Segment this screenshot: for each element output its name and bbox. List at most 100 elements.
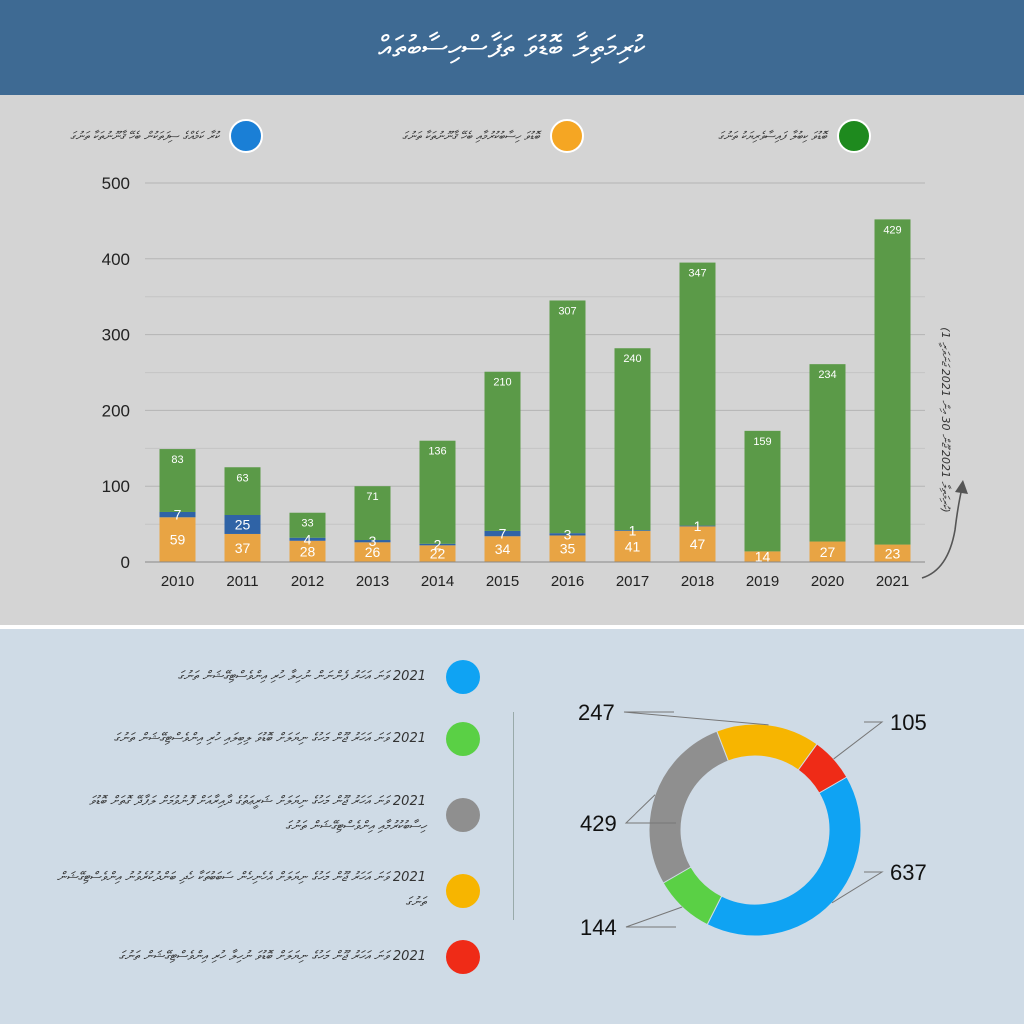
donut-legend-text: 2021 ވަނަ އަހަރު ޖޫން މަހުގެ ނިޔަލަށް ޝަ… (89, 794, 426, 834)
slice-value-label: 637 (890, 860, 927, 885)
page-title: ކުރިމަތިލާ ބޮޑުވަ ތަފާސްހިސާބުތައް (378, 30, 646, 65)
x-tick-label: 2011 (226, 573, 258, 590)
donut-chart: 637 144 429 247 105 (578, 700, 927, 940)
bar-segment (354, 486, 391, 541)
bar-value-label: 210 (493, 377, 511, 389)
donut-legend-item: 2021 ވަނަ އަހަރު ޖޫން މަހުގެ ނިޔަލަށް އެ… (40, 866, 480, 915)
slice-value-label: 105 (890, 710, 927, 735)
x-tick-label: 2021 (876, 573, 909, 590)
bar-segment (354, 542, 391, 562)
bar-segment (484, 530, 521, 537)
x-tick-label: 2010 (161, 573, 194, 590)
curved-arrow-icon (921, 487, 963, 579)
y-tick-label: 400 (102, 250, 130, 269)
bar-value-label: 3 (369, 533, 377, 549)
bar-value-label: 22 (430, 546, 446, 562)
bar-value-label: 59 (170, 532, 186, 548)
bar-value-label: 26 (365, 544, 381, 560)
bar-segment (874, 544, 911, 562)
bar-value-label: 234 (818, 369, 836, 381)
bar-segment (224, 533, 261, 562)
bar-value-label: 47 (690, 536, 706, 552)
legend-label: ބޮޑުވަ ކިބުލާ ފައިސާވެރިޔަކު ތަނުގަ (718, 128, 827, 143)
bar-segment (159, 517, 196, 562)
leader-line (624, 794, 676, 824)
legend-dot-icon (446, 797, 480, 832)
x-tick-label: 2020 (811, 573, 844, 590)
legend-item-green: ބޮޑުވަ ކިބުލާ ފައިސާވެރިޔަކު ތަނުގަ (718, 116, 871, 156)
bar-value-label: 63 (236, 472, 248, 484)
bar-value-label: 83 (171, 454, 183, 466)
bar-value-label: 41 (625, 538, 641, 554)
bar-segment (744, 551, 781, 562)
bar-segment (679, 525, 716, 527)
arrow-head-icon (955, 480, 968, 494)
bar-value-label: 35 (560, 541, 576, 557)
stacked-bar-chart: 5978337256328433263712221363472103533074… (102, 174, 968, 590)
bar-value-label: 2 (434, 537, 442, 553)
bar-segment (679, 262, 716, 526)
slice-value-label: 144 (580, 915, 617, 940)
donut-slice (648, 730, 729, 884)
bar-segment (419, 543, 456, 546)
x-tick-label: 2014 (421, 573, 454, 590)
x-tick-label: 2015 (486, 573, 519, 590)
legend-label: ކުރާ ކަމެއްގެ ސިފަތަކުން ބެހޭ ޤާނޫނުތަކާ… (70, 128, 220, 143)
bar-segment (679, 526, 716, 562)
y-tick-label: 500 (102, 174, 130, 193)
legend-dot-icon (836, 119, 871, 153)
donut-legend-item: 2021 ވަނަ އަހަރު ޖޫން މަހުގެ ނިޔަލަށް ބޮ… (40, 940, 480, 974)
y-tick-label: 200 (102, 401, 130, 420)
x-tick-label: 2019 (746, 573, 779, 590)
bar-value-label: 33 (301, 518, 313, 530)
donut-slice (797, 743, 848, 794)
legend-dot-icon (446, 722, 480, 756)
bar-segment (159, 449, 196, 512)
bar-value-label: 429 (883, 224, 901, 236)
x-tick-label: 2018 (681, 573, 714, 590)
bar-value-label: 4 (304, 531, 312, 547)
bar-segment (809, 541, 846, 562)
leader-line (833, 721, 884, 760)
bar-segment (484, 536, 521, 562)
bar-value-label: 347 (688, 268, 706, 280)
x-tick-label: 2017 (616, 573, 649, 590)
bar-segment (289, 512, 326, 538)
bar-segment (484, 371, 521, 531)
legend-dot-icon (446, 873, 480, 908)
bar-segment (549, 533, 586, 536)
leader-line (831, 871, 884, 904)
donut-slice (706, 776, 862, 937)
bar-segment (224, 467, 261, 516)
slice-value-label: 429 (580, 811, 617, 836)
bar-segment (809, 364, 846, 542)
bar-value-label: 28 (300, 543, 316, 559)
slice-value-label: 247 (578, 700, 615, 725)
donut-legend-text: 2021 ވަނަ އަހަރު ޖޫން މަހުގެ ނިޔަލަށް ބޮ… (118, 948, 426, 964)
bar-segment (419, 440, 456, 544)
donut-legend-item: 2021 ވަނަ އަހަރު ޖޫން މަހުގެ ނިޔަލަށް ޝަ… (40, 790, 480, 839)
y-tick-label: 0 (121, 553, 130, 572)
legend-item-blue: ކުރާ ކަމެއްގެ ސިފަތަކުން ބެހޭ ޤާނޫނުތަކާ… (70, 116, 264, 156)
date-range-text: (ކުރިމަތިލާ 2021 ޖޫން 30 އިން 2021 ޖަނަވ… (939, 327, 952, 513)
bar-value-label: 25 (235, 516, 251, 532)
bar-segment (614, 530, 651, 562)
bar-segment (354, 540, 391, 543)
bar-segment (614, 530, 651, 531)
legend-dot-icon (229, 119, 264, 153)
legend-dot-icon (446, 660, 480, 694)
bar-segment (159, 511, 196, 518)
donut-legend-text: 2021 ވަނަ އަހަރު ފެންނަން ނުހިލާ ހުރި އި… (177, 668, 426, 684)
bar-value-label: 27 (820, 544, 836, 560)
bar-value-label: 71 (366, 491, 378, 503)
bar-value-label: 3 (564, 526, 572, 542)
x-tick-label: 2013 (356, 573, 389, 590)
bar-value-label: 307 (558, 305, 576, 317)
vertical-separator (513, 712, 514, 920)
bar-segment (744, 430, 781, 552)
date-range-note: (ކުރިމަތިލާ 2021 ޖޫން 30 އިން 2021 ޖަނަވ… (935, 300, 955, 540)
legend-item-orange: ބޮޑުވަ ހިސާބުކުރުމާއި ބެހޭ ޤާނޫނުތަކާ ތަ… (402, 116, 584, 156)
legend-dot-icon (549, 119, 584, 153)
bar-value-label: 1 (629, 523, 637, 539)
bar-value-label: 7 (174, 507, 182, 523)
